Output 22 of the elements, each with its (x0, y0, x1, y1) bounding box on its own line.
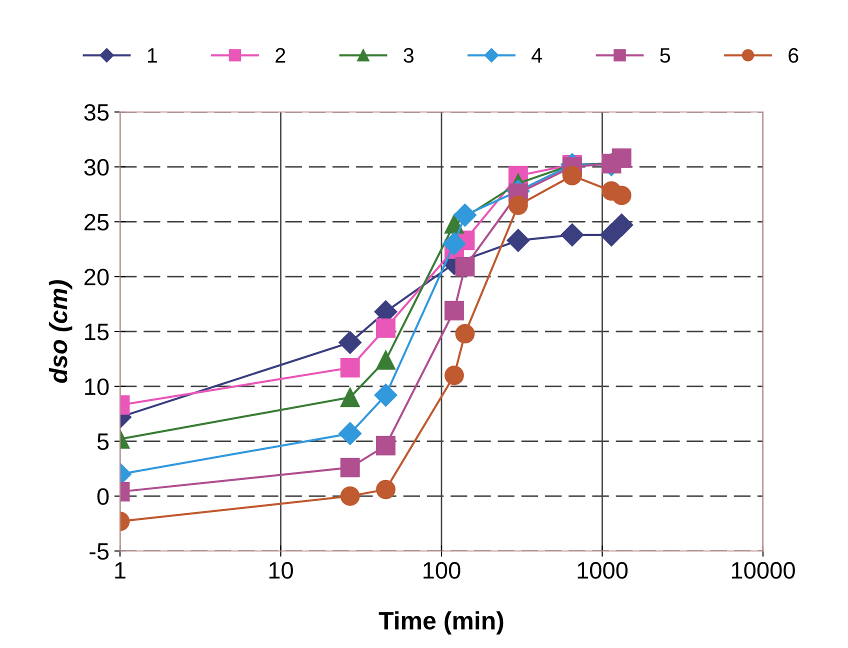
legend-label: 1 (148, 48, 157, 63)
legend-label: 3 (404, 48, 414, 63)
legend-label: 4 (532, 48, 542, 63)
y-tick-label: 20 (84, 268, 109, 286)
y-tick-label: 5 (97, 434, 109, 450)
legend-label: 6 (788, 48, 798, 63)
y-axis-title: dso (cm) (48, 280, 72, 383)
y-tick-label: 25 (84, 214, 109, 231)
x-tick-label: 100 (424, 562, 460, 579)
legend-label: 2 (276, 48, 286, 63)
legend-label: 5 (660, 48, 670, 63)
x-tick-label: 10000 (732, 562, 795, 579)
y-tick-label: 10 (85, 378, 109, 396)
x-tick-label: 1 (115, 562, 126, 579)
x-tick-label: 10 (269, 562, 293, 579)
y-tick-label: 0 (97, 488, 109, 505)
x-axis-title: Time (min) (378, 611, 504, 635)
x-tick-label: 1000 (578, 562, 628, 579)
y-tick-label: 30 (84, 158, 109, 176)
y-tick-label: -5 (90, 543, 109, 560)
y-tick-label: 35 (84, 104, 109, 121)
y-tick-label: 15 (85, 324, 109, 340)
